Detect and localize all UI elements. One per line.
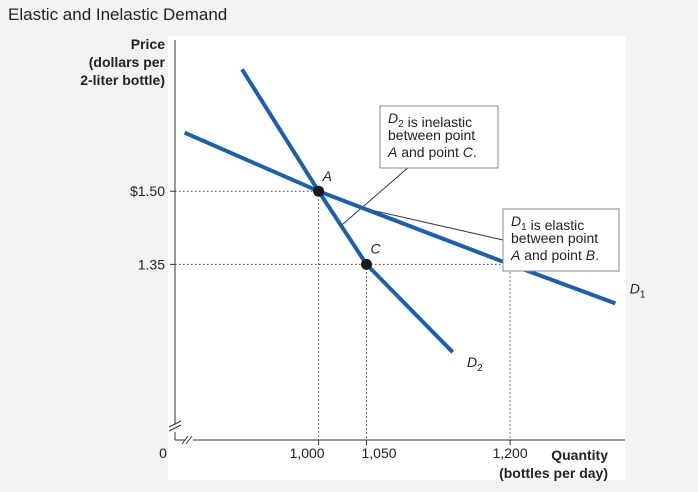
x-axis-title-line: Quantity xyxy=(551,447,608,463)
x-tick-label: 1,200 xyxy=(493,445,528,461)
callout-d1-line: between point xyxy=(511,230,598,246)
y-axis-title-line: Price xyxy=(131,36,165,52)
point-label-C: C xyxy=(370,240,381,256)
callout-d2-line: between point xyxy=(388,127,475,143)
x-tick-label: 1,000 xyxy=(290,445,325,461)
point-C xyxy=(360,258,372,270)
callout-d2-box xyxy=(379,105,499,169)
callout-d2-line: A and point C. xyxy=(387,144,477,160)
point-A xyxy=(313,185,325,197)
callout-d2-leader xyxy=(342,165,411,225)
y-axis-title-line: (dollars per xyxy=(89,54,166,70)
callout-d1-line: A and point B. xyxy=(510,247,599,263)
plot-group: Price (dollars per 2-liter bottle) Quantity… xyxy=(80,36,646,481)
demand-curve-D2 xyxy=(240,68,455,354)
x-axis-title-line: (bottles per day) xyxy=(499,465,608,481)
y-tick-label: 1.35 xyxy=(138,256,165,272)
chart-title: Elastic and Inelastic Demand xyxy=(8,5,227,24)
callout-d1-box xyxy=(502,208,620,272)
demand-curve-D1 xyxy=(183,130,617,306)
y-axis-title-line: 2-liter bottle) xyxy=(80,72,165,88)
x-tick-label: 1,050 xyxy=(361,445,396,461)
y-tick-label: $1.50 xyxy=(130,183,165,199)
callout-d2-line: D2 is inelastic xyxy=(388,110,472,130)
curve-label-D1: D1 xyxy=(630,281,646,301)
callout-d1-leader xyxy=(363,207,504,241)
origin-label: 0 xyxy=(159,445,167,461)
point-label-A: A xyxy=(322,168,332,184)
x-axis-break-mark xyxy=(181,435,193,445)
callout-d1-line: D1 is elastic xyxy=(511,213,584,233)
y-axis-break-mark xyxy=(168,420,182,432)
